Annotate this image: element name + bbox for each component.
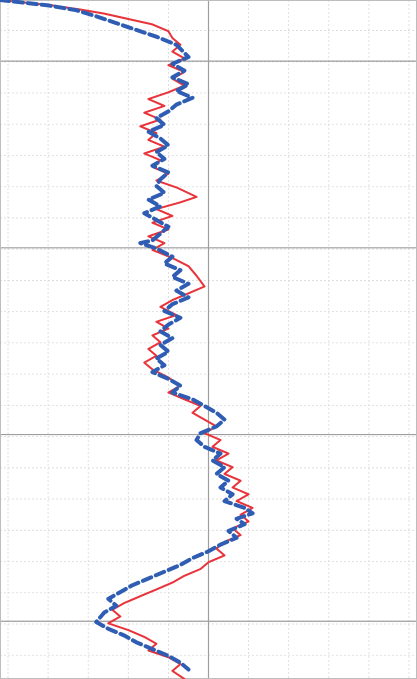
blue-dashed-series-line bbox=[0, 0, 255, 672]
red-solid-series-line bbox=[0, 0, 254, 679]
series-layer bbox=[0, 0, 255, 679]
